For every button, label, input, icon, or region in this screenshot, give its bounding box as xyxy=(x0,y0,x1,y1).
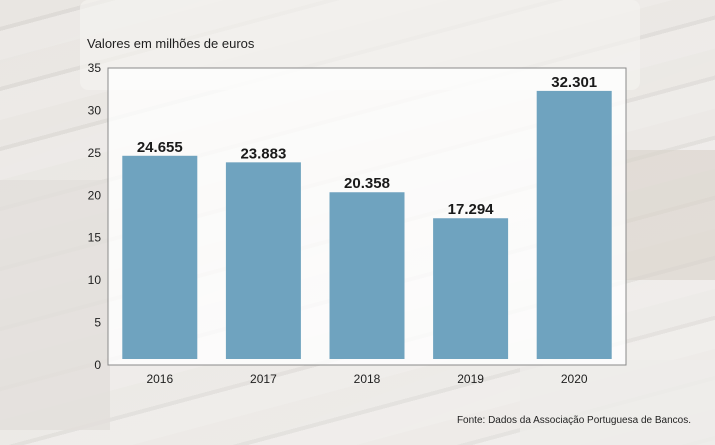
source-note: Fonte: Dados da Associação Portuguesa de… xyxy=(456,415,691,426)
value-label-2019: 17.294 xyxy=(448,201,495,218)
background-shape xyxy=(520,360,715,445)
y-tick-label: 15 xyxy=(88,231,102,245)
bar-2018 xyxy=(329,192,405,359)
x-tick-label-2017: 2017 xyxy=(250,372,277,386)
y-tick-label: 35 xyxy=(88,61,102,75)
y-tick-label: 5 xyxy=(94,316,101,330)
bar-2017 xyxy=(225,162,301,359)
y-tick-label: 25 xyxy=(88,146,102,160)
x-axis: 2016 2017 2018 2019 2020 xyxy=(146,372,587,386)
bar-2020 xyxy=(536,90,612,359)
y-tick-label: 20 xyxy=(88,188,102,202)
value-label-2018: 20.358 xyxy=(344,175,390,192)
y-tick-label: 0 xyxy=(94,358,101,372)
bar-2019 xyxy=(433,218,509,359)
x-tick-label-2019: 2019 xyxy=(457,372,484,386)
chart-subtitle: Valores em milhões de euros xyxy=(87,36,255,51)
value-label-2020: 32.301 xyxy=(551,74,597,91)
y-axis: 0 5 10 15 20 25 30 35 xyxy=(88,61,102,372)
y-tick-label: 30 xyxy=(88,103,102,117)
y-tick-label: 10 xyxy=(88,273,102,287)
bar-2016 xyxy=(122,155,198,359)
x-tick-label-2016: 2016 xyxy=(146,372,173,386)
bars xyxy=(122,90,612,359)
value-label-2016: 24.655 xyxy=(137,139,183,156)
x-tick-label-2020: 2020 xyxy=(561,372,588,386)
background-shape xyxy=(0,180,110,430)
x-tick-label-2018: 2018 xyxy=(354,372,381,386)
value-labels: 24.655 23.883 20.358 17.294 32.301 xyxy=(137,74,597,218)
value-label-2017: 23.883 xyxy=(240,145,286,162)
